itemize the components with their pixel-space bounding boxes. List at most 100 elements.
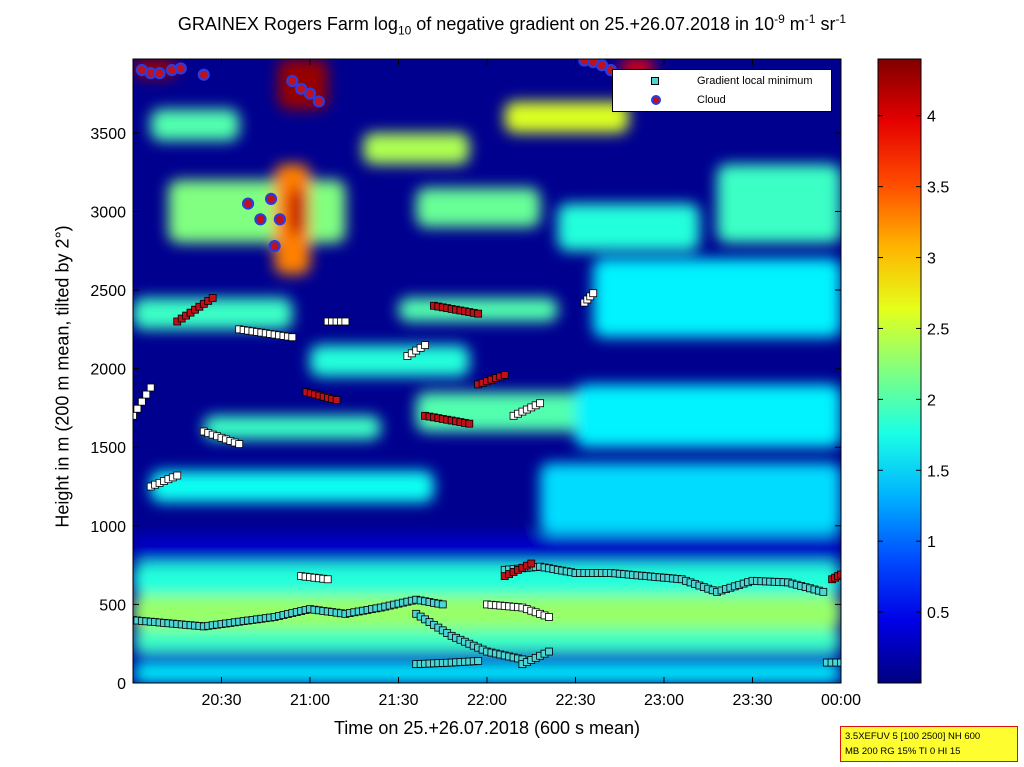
colorbar-tick-label-4: 2.5 <box>927 321 949 338</box>
gradient-minimum-marker-22-3 <box>589 289 598 298</box>
colorbar-tick-label-2: 1.5 <box>927 463 949 480</box>
heatmap-layers <box>133 59 841 683</box>
gradient-minimum-marker-3-14 <box>545 613 553 621</box>
cloud-marker-4 <box>174 62 187 75</box>
cloud-marker-11 <box>286 74 299 88</box>
gradient-minima-markers <box>133 289 841 669</box>
cloud-marker-14 <box>312 95 325 108</box>
heatmap-band-13 <box>398 297 558 322</box>
gradient-minimum-marker-17-4 <box>421 341 429 349</box>
cloud-marker-7 <box>254 213 267 226</box>
heatmap-band-1 <box>133 651 841 666</box>
heatmap-band-4 <box>133 563 841 595</box>
x-axis-ticks: 20:30 21:00 21:30 22:00 22:30 23:00 23:30 00:00 <box>201 59 861 709</box>
heatmap-band-21 <box>504 101 629 133</box>
x-tick-label-4: 22:30 <box>555 692 595 709</box>
legend-item-gradient-minimum: Gradient local minimum <box>613 74 831 88</box>
heatmap-band-2 <box>133 629 841 652</box>
gradient-minimum-marker-5-72 <box>819 587 828 596</box>
heatmap-band-7 <box>150 470 434 503</box>
heatmap-band-18 <box>717 164 841 243</box>
gradient-minimum-marker-20-6 <box>500 371 509 379</box>
cloud-marker-2 <box>153 67 166 80</box>
gradient-minimum-marker-18-10 <box>465 419 474 428</box>
heatmap-band-17 <box>557 203 700 251</box>
gradient-minimum-marker-21-6 <box>536 399 544 408</box>
colorbar-tick-label-3: 2 <box>927 392 936 409</box>
colorbar-tick-label-7: 4 <box>927 109 936 126</box>
heatmap-band-15 <box>168 180 346 243</box>
gradient-minimum-marker-10-0 <box>133 411 137 420</box>
cloud-marker-5 <box>197 68 210 81</box>
gradient-minimum-marker-0-70 <box>438 600 447 609</box>
y-axis-label: Height in m (200 m mean, tilted by 2°) <box>52 225 73 528</box>
gradient-minimum-marker-10-4 <box>146 383 155 392</box>
gradient-minimum-marker-13-8 <box>208 294 217 302</box>
colorbar-tick-label-1: 1 <box>927 534 936 551</box>
heatmap-band-11 <box>133 297 293 330</box>
y-tick-label-2: 1000 <box>90 519 126 536</box>
y-tick-label-5: 2500 <box>90 283 126 300</box>
heatmap-band-19 <box>150 109 240 141</box>
legend: Gradient local minimum Cloud <box>612 69 832 112</box>
colorbar-tick-label-0: 0.5 <box>927 605 949 622</box>
legend-item-cloud: Cloud <box>613 93 831 107</box>
heatmap-band-10 <box>575 384 841 448</box>
colorbar-tick-label-6: 3.5 <box>927 180 949 197</box>
heatmap-band-9 <box>416 392 594 432</box>
gradient-minimum-marker-7-6 <box>323 575 332 584</box>
y-tick-label-0: 0 <box>117 676 126 693</box>
gradient-minimum-marker-15-7 <box>332 396 341 404</box>
heatmap-band-20 <box>363 132 470 165</box>
gradient-minimum-marker-16-4 <box>341 317 350 326</box>
cloud-marker-10 <box>273 213 287 226</box>
heatmap-band-6 <box>540 462 841 534</box>
heatmap-band-12 <box>310 345 470 377</box>
heatmap-band-16 <box>416 187 541 228</box>
gradient-minimum-marker-9-3 <box>837 658 841 667</box>
colorbar-ticks: 0.5 1 1.5 2 2.5 3 3.5 4 <box>878 109 949 622</box>
x-tick-label-2: 21:30 <box>378 692 418 709</box>
gradient-minimum-marker-14-12 <box>288 333 297 342</box>
x-tick-label-6: 23:30 <box>732 692 772 709</box>
heatmap-band-8 <box>203 415 381 440</box>
y-tick-label-6: 3000 <box>90 204 126 221</box>
gradient-minimum-marker-10-3 <box>142 390 151 399</box>
y-tick-label-4: 2000 <box>90 362 126 379</box>
cloud-marker-6 <box>241 197 255 210</box>
settings-info-box: 3.5XEFUV 5 [100 2500] NH 600 MB 200 RG 1… <box>840 726 1018 762</box>
y-axis-ticks: 0 500 1000 1500 2000 2500 3000 3500 <box>90 126 841 693</box>
heatmap-band-23 <box>288 187 307 236</box>
gradient-minimum-marker-2-14 <box>474 657 483 665</box>
x-tick-label-0: 20:30 <box>201 692 241 709</box>
x-tick-label-1: 21:00 <box>290 692 330 709</box>
cloud-marker-13 <box>303 87 317 100</box>
x-tick-label-5: 23:00 <box>644 692 684 709</box>
y-tick-label-3: 1500 <box>90 440 126 457</box>
gradient-minimum-marker-19-10 <box>474 309 483 318</box>
x-axis-label: Time on 25.+26.07.2018 (600 s mean) <box>333 718 641 738</box>
square-marker-icon <box>651 77 659 85</box>
y-tick-label-1: 500 <box>99 597 126 614</box>
gradient-minimum-marker-10-1 <box>133 404 142 413</box>
cloud-marker-9 <box>268 239 281 253</box>
gradient-minimum-marker-6-6 <box>527 559 536 568</box>
gradient-minimum-marker-4-6 <box>545 647 553 656</box>
gradient-minimum-marker-8-3 <box>837 570 841 579</box>
colorbar-tick-label-5: 3 <box>927 251 936 268</box>
gradient-minimum-marker-10-2 <box>137 397 146 406</box>
x-tick-label-7: 00:00 <box>821 692 861 709</box>
colorbar <box>877 58 922 684</box>
cloud-markers <box>135 59 635 253</box>
gradient-minimum-marker-12-8 <box>235 440 244 448</box>
circle-marker-icon <box>651 95 661 105</box>
x-tick-label-3: 22:00 <box>467 692 507 709</box>
heatmap-band-3 <box>133 594 841 630</box>
heatmap-band-5 <box>133 533 841 564</box>
gradient-minimum-marker-11-6 <box>173 471 182 480</box>
cloud-marker-8 <box>264 192 278 205</box>
y-tick-label-7: 3500 <box>90 126 126 143</box>
chart-title: GRAINEX Rogers Farm log10 of negative gr… <box>177 12 847 38</box>
heatmap-band-14 <box>593 258 841 338</box>
